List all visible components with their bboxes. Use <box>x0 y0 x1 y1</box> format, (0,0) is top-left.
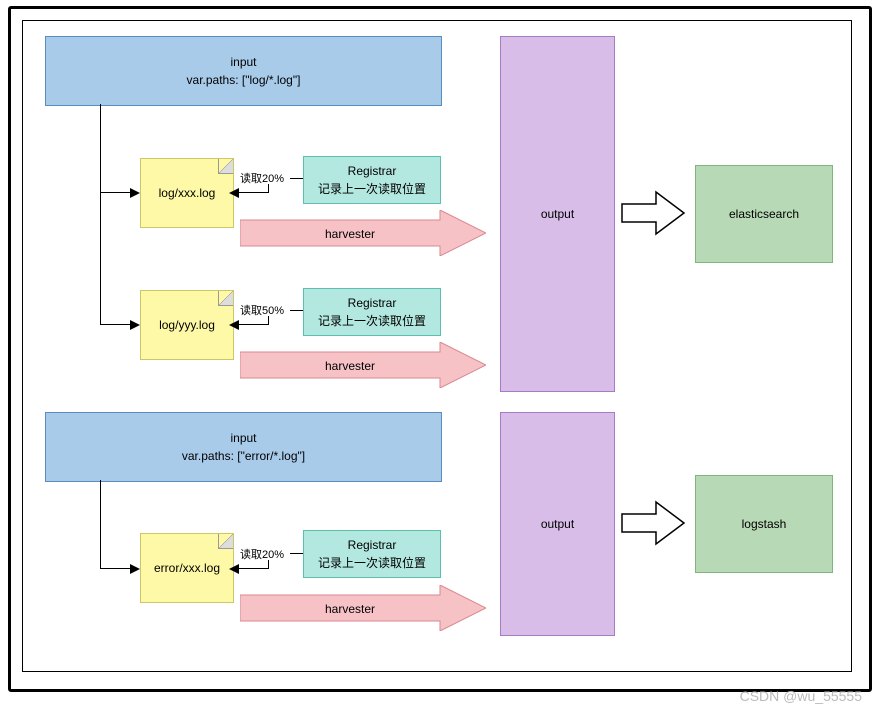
harvester-arrow: harvester <box>240 585 486 631</box>
registrar-box-1: Registrar 记录上一次读取位置 <box>303 156 441 204</box>
read-pct-label: 读取20% <box>240 546 284 562</box>
input-title: input <box>230 53 256 71</box>
file-label: log/xxx.log <box>159 186 216 200</box>
arrowhead-icon <box>229 319 241 331</box>
input-box-2: input var.paths: ["error/*.log"] <box>45 412 442 482</box>
registrar-title: Registrar <box>348 294 397 312</box>
connector <box>100 104 101 324</box>
destination-box-2: logstash <box>695 475 833 573</box>
connector <box>268 316 269 324</box>
output-label: output <box>541 205 574 223</box>
connector <box>268 184 269 192</box>
watermark-text: CSDN @wu_55555 <box>740 688 862 704</box>
file-note-3: error/xxx.log <box>140 533 234 603</box>
registrar-subtitle: 记录上一次读取位置 <box>318 554 426 572</box>
file-label: error/xxx.log <box>154 561 220 575</box>
read-pct-label: 读取50% <box>240 302 284 318</box>
output-box-2: output <box>500 412 615 636</box>
arrowhead-icon <box>229 187 241 199</box>
input-subtitle: var.paths: ["log/*.log"] <box>187 71 301 89</box>
registrar-box-3: Registrar 记录上一次读取位置 <box>303 530 441 578</box>
diagram-canvas: input var.paths: ["log/*.log"] log/xxx.l… <box>0 0 880 708</box>
output-box-1: output <box>500 36 615 392</box>
input-subtitle: var.paths: ["error/*.log"] <box>182 447 305 465</box>
harvester-label: harvester <box>325 227 375 241</box>
harvester-arrow: harvester <box>240 342 486 388</box>
file-note-1: log/xxx.log <box>140 158 234 228</box>
hollow-arrow-icon <box>620 500 686 546</box>
read-pct-label: 读取20% <box>240 170 284 186</box>
input-box-1: input var.paths: ["log/*.log"] <box>45 36 442 106</box>
hollow-arrow-icon <box>620 190 686 236</box>
registrar-box-2: Registrar 记录上一次读取位置 <box>303 288 441 336</box>
harvester-label: harvester <box>325 602 375 616</box>
file-label: log/yyy.log <box>159 318 215 332</box>
connector <box>100 480 101 568</box>
connector <box>290 310 303 311</box>
harvester-arrow: harvester <box>240 210 486 256</box>
destination-box-1: elasticsearch <box>695 165 833 263</box>
input-title: input <box>230 429 256 447</box>
registrar-subtitle: 记录上一次读取位置 <box>318 312 426 330</box>
harvester-label: harvester <box>325 359 375 373</box>
connector <box>290 553 303 554</box>
registrar-title: Registrar <box>348 536 397 554</box>
destination-label: logstash <box>742 515 787 533</box>
destination-label: elasticsearch <box>729 205 799 223</box>
registrar-subtitle: 记录上一次读取位置 <box>318 180 426 198</box>
file-note-2: log/yyy.log <box>140 290 234 360</box>
connector <box>290 178 303 179</box>
connector <box>268 560 269 568</box>
registrar-title: Registrar <box>348 162 397 180</box>
output-label: output <box>541 515 574 533</box>
arrowhead-icon <box>229 563 241 575</box>
